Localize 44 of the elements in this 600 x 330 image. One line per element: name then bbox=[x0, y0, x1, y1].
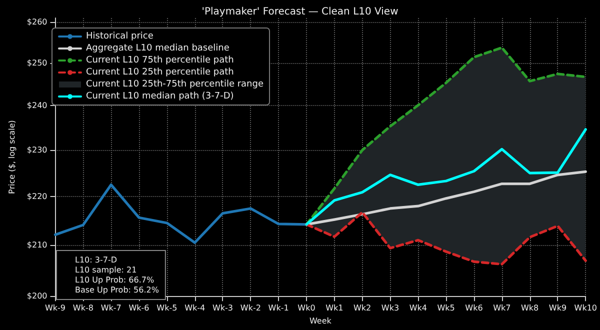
x-tick-label: Wk-7 bbox=[100, 304, 122, 313]
x-tick-label: Wk7 bbox=[493, 304, 511, 313]
line-series bbox=[305, 128, 587, 226]
annotation: L10 Up Prob: 66.7% bbox=[75, 276, 154, 284]
y-tick-label: $250 bbox=[26, 58, 48, 68]
legend-label: Current L10 25th percentile path bbox=[86, 68, 234, 78]
chart-title: 'Playmaker' Forecast — Clean L10 View bbox=[202, 6, 398, 18]
annotation: L10 sample: 21 bbox=[75, 266, 137, 274]
x-axis-title: Week bbox=[309, 316, 332, 326]
x-tick-label: Wk-9 bbox=[44, 304, 66, 313]
legend-label: Aggregate L10 median baseline bbox=[86, 44, 230, 54]
y-tick-label: $200 bbox=[26, 292, 48, 301]
x-tick-label: Wk9 bbox=[548, 304, 567, 313]
annotation: L10: 3-7-D bbox=[75, 256, 117, 264]
y-tick-label: $240 bbox=[26, 101, 48, 110]
line-series bbox=[305, 211, 587, 266]
x-tick-label: Wk-2 bbox=[240, 304, 261, 313]
x-tick-label: Wk0 bbox=[298, 304, 316, 313]
legend-label: Current L10 25th-75th percentile range bbox=[86, 80, 264, 90]
legend-label: Current L10 median path (3-7-D) bbox=[86, 92, 234, 102]
x-tick-label: Wk5 bbox=[437, 304, 455, 313]
x-tick-label: Wk-1 bbox=[268, 304, 289, 313]
x-tick-label: Wk-8 bbox=[72, 304, 94, 313]
line-series bbox=[54, 183, 308, 244]
legend-label: Historical price bbox=[86, 32, 154, 42]
line-series bbox=[305, 46, 587, 226]
x-tick-label: Wk4 bbox=[409, 304, 427, 313]
x-tick-label: Wk10 bbox=[574, 304, 598, 313]
y-tick-label: $210 bbox=[26, 240, 48, 250]
x-tick-label: Wk-4 bbox=[184, 304, 206, 313]
x-tick-label: Wk6 bbox=[465, 304, 483, 313]
y-tick-label: $230 bbox=[26, 146, 48, 155]
x-tick-label: Wk-3 bbox=[212, 304, 234, 313]
y-tick-label: $260 bbox=[26, 18, 48, 27]
x-tick-label: Wk3 bbox=[381, 304, 400, 313]
y-axis-title: Price ($, log scale) bbox=[8, 120, 16, 194]
y-tick-label: $220 bbox=[26, 192, 48, 202]
x-tick-label: Wk-6 bbox=[128, 304, 150, 313]
legend-label: Current L10 75th percentile path bbox=[86, 56, 234, 66]
x-tick-label: Wk2 bbox=[354, 304, 372, 313]
x-tick-label: Wk1 bbox=[326, 304, 344, 313]
x-tick-label: Wk8 bbox=[520, 304, 539, 313]
x-tick-label: Wk-5 bbox=[156, 304, 178, 313]
annotation: Base Up Prob: 56.2% bbox=[75, 286, 160, 294]
